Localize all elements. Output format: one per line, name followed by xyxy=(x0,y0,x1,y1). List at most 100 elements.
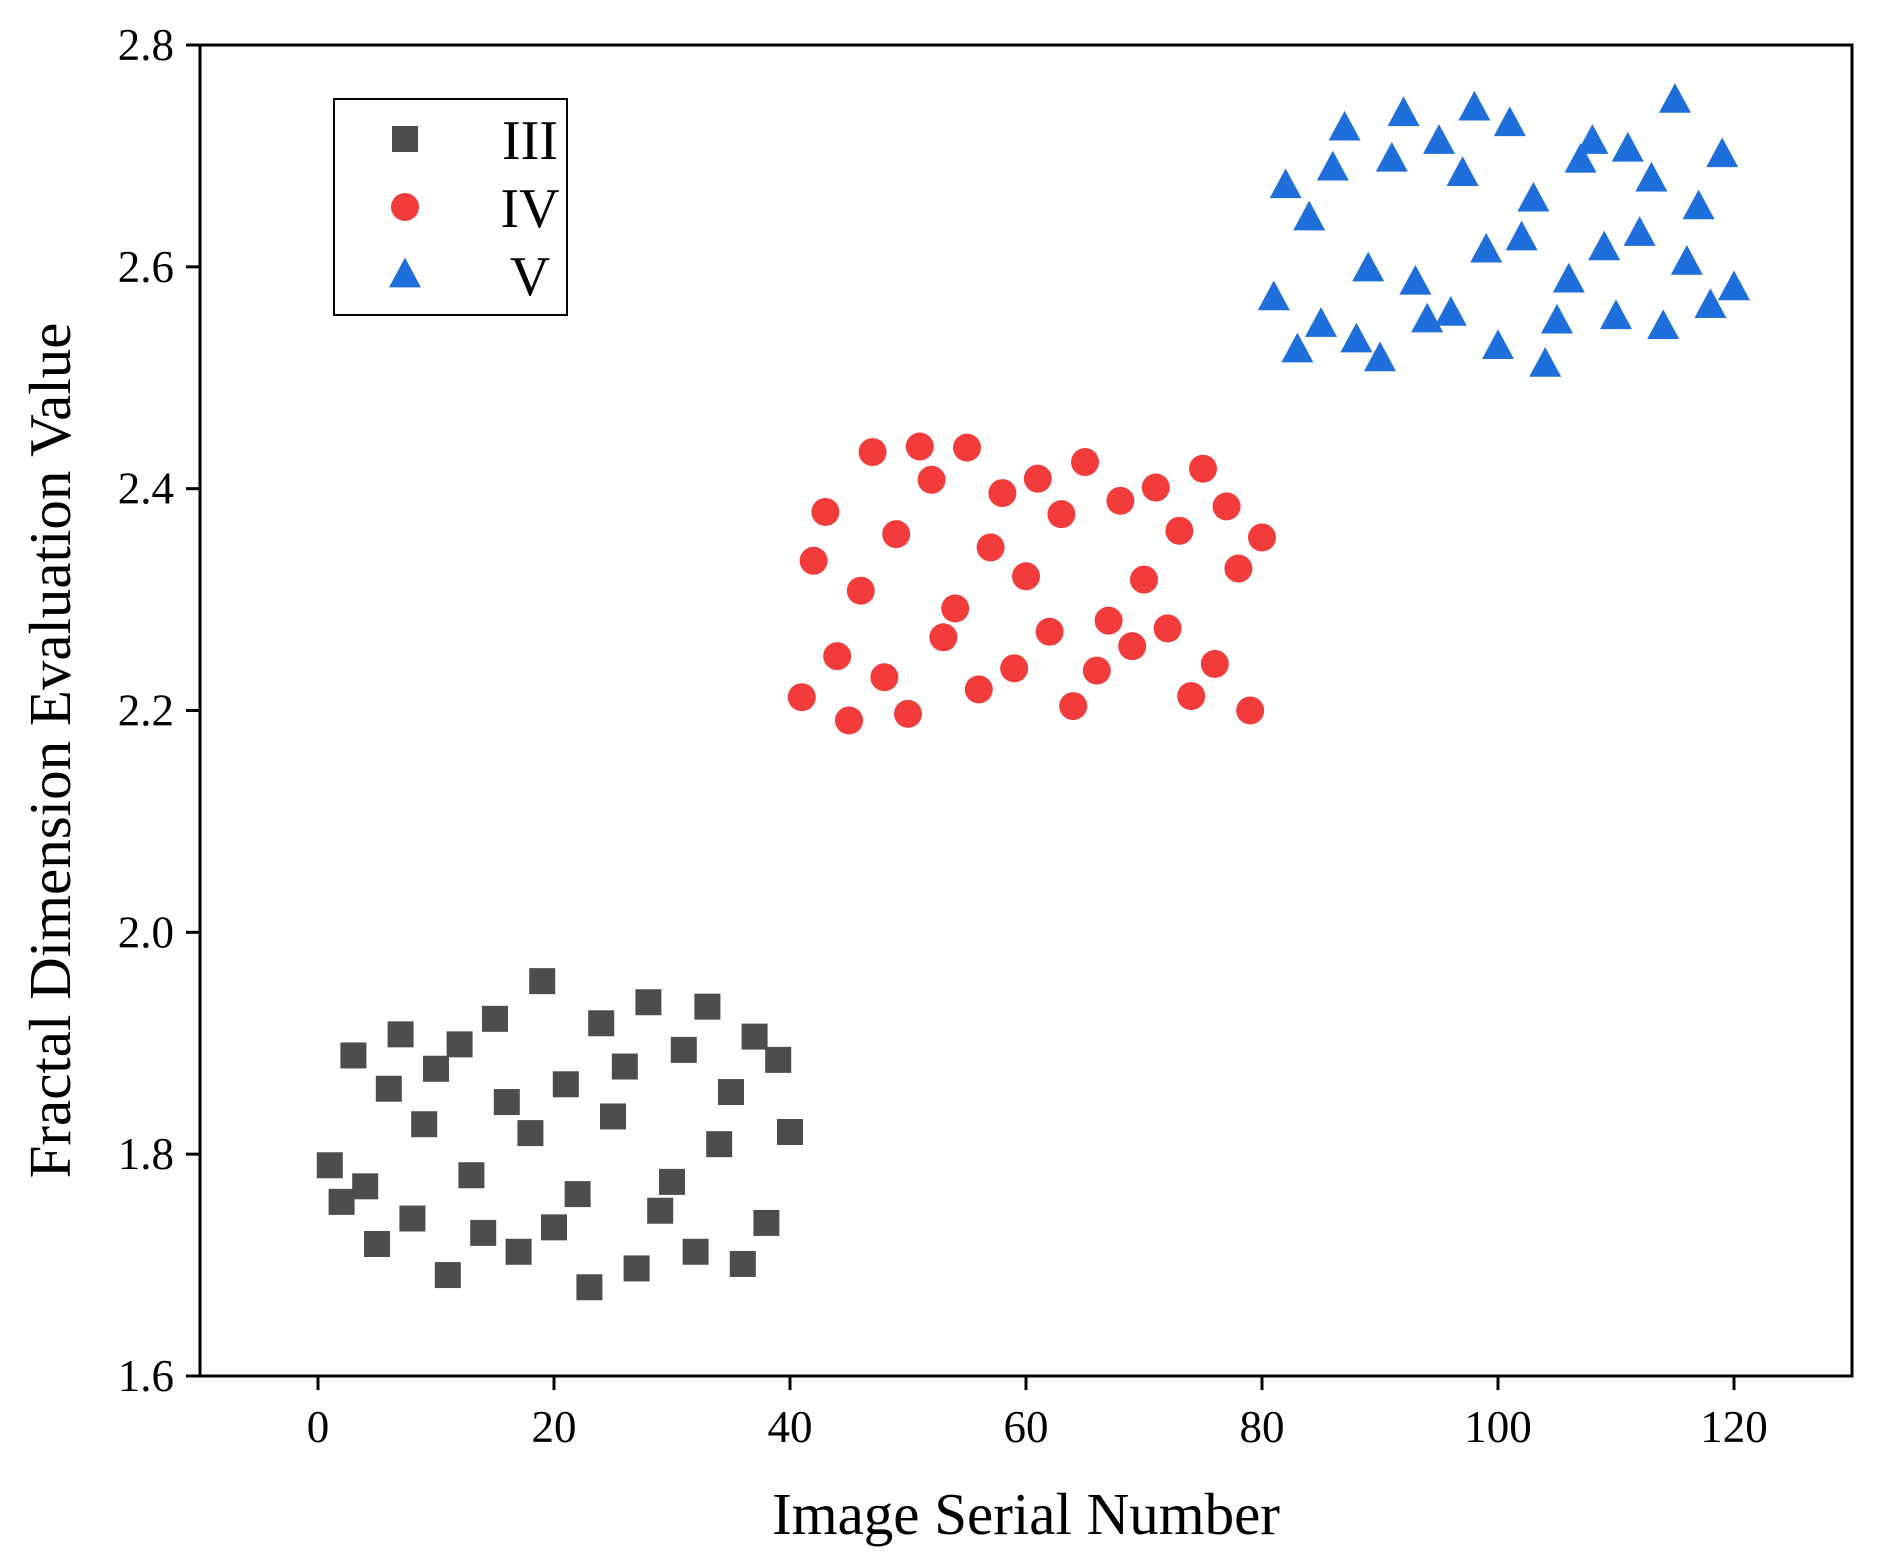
legend-marker xyxy=(392,126,418,152)
data-point xyxy=(1659,83,1691,113)
data-point xyxy=(446,1031,473,1058)
data-point xyxy=(1328,110,1361,141)
data-point xyxy=(1564,142,1597,173)
data-point xyxy=(706,1131,733,1158)
y-tick-label: 2.8 xyxy=(118,20,174,70)
data-point xyxy=(1493,106,1526,137)
data-point xyxy=(1399,265,1432,295)
data-point xyxy=(316,1152,343,1179)
data-point xyxy=(1000,654,1029,683)
data-point xyxy=(1094,606,1123,635)
data-point xyxy=(1588,230,1621,261)
data-point xyxy=(1106,486,1135,515)
x-tick-label: 80 xyxy=(1240,1402,1285,1452)
data-point xyxy=(894,699,922,728)
data-point xyxy=(858,438,887,467)
data-point xyxy=(1200,649,1229,678)
series-IV xyxy=(787,432,1276,735)
legend-marker xyxy=(391,193,419,221)
data-point xyxy=(505,1238,532,1265)
data-point xyxy=(552,1071,579,1098)
y-tick-label: 2.6 xyxy=(118,242,174,292)
x-tick-label: 40 xyxy=(768,1402,813,1452)
data-point xyxy=(1212,492,1241,521)
data-point xyxy=(1600,299,1632,330)
data-point xyxy=(1305,307,1337,337)
x-tick-label: 0 xyxy=(307,1402,330,1452)
data-point xyxy=(799,546,828,575)
data-point xyxy=(1059,692,1088,721)
data-point xyxy=(811,497,840,526)
data-point xyxy=(1446,156,1479,186)
legend-label: III xyxy=(502,110,558,172)
data-point xyxy=(1257,280,1290,311)
data-point xyxy=(1047,500,1076,529)
series-III xyxy=(316,968,803,1301)
data-point xyxy=(1529,347,1562,377)
data-point xyxy=(482,1005,508,1032)
data-point xyxy=(1387,96,1420,127)
data-point xyxy=(729,1250,756,1277)
data-point xyxy=(517,1120,544,1147)
data-point xyxy=(941,594,970,623)
data-point xyxy=(328,1188,355,1215)
data-point xyxy=(1375,141,1408,172)
data-point xyxy=(576,1274,603,1301)
data-point xyxy=(375,1075,402,1102)
data-point xyxy=(434,1262,461,1289)
y-tick-label: 1.6 xyxy=(118,1351,174,1401)
data-point xyxy=(1352,251,1385,282)
data-point xyxy=(1130,565,1158,594)
data-point xyxy=(823,642,852,671)
data-point xyxy=(765,1046,792,1073)
legend-marker xyxy=(389,257,421,288)
data-point xyxy=(1635,161,1668,192)
data-point xyxy=(399,1205,426,1232)
data-point xyxy=(659,1168,685,1195)
data-point xyxy=(1071,448,1099,477)
data-point xyxy=(682,1238,709,1265)
data-point xyxy=(882,520,911,549)
data-point xyxy=(1517,181,1550,212)
data-point xyxy=(647,1197,674,1224)
data-point xyxy=(1682,189,1715,220)
data-point xyxy=(1224,554,1253,583)
data-point xyxy=(623,1255,650,1282)
data-point xyxy=(1706,137,1739,168)
data-point xyxy=(1647,309,1680,340)
data-point xyxy=(1552,262,1585,293)
data-point xyxy=(835,706,863,735)
y-axis-ticks: 1.6 1.8 2.0 2.2 2.4 2.6 2.8 xyxy=(118,20,200,1401)
data-point xyxy=(1541,303,1573,334)
data-point xyxy=(929,623,958,652)
data-point xyxy=(846,576,875,605)
data-point xyxy=(1505,220,1538,251)
data-point xyxy=(1248,523,1276,552)
data-point xyxy=(1165,516,1194,545)
y-tick-label: 2.2 xyxy=(118,686,174,736)
data-point xyxy=(1082,656,1111,685)
data-point xyxy=(976,533,1005,562)
data-point xyxy=(588,1010,615,1037)
y-axis-title: Fractal Dimension Evaluation Value xyxy=(17,323,83,1179)
data-point xyxy=(423,1055,449,1082)
data-point xyxy=(1576,124,1609,154)
data-point xyxy=(905,432,934,461)
data-point xyxy=(1470,232,1503,263)
data-point xyxy=(917,465,946,494)
data-point xyxy=(352,1173,379,1200)
data-point xyxy=(1035,617,1064,646)
x-axis-ticks: 0 20 40 60 80 100 120 xyxy=(307,1376,1768,1452)
data-point xyxy=(1118,632,1147,661)
data-point xyxy=(953,433,981,462)
data-point xyxy=(777,1118,803,1145)
data-point xyxy=(753,1209,780,1236)
data-point xyxy=(493,1089,520,1116)
y-tick-label: 2.4 xyxy=(118,464,174,514)
data-point xyxy=(470,1219,497,1246)
data-point xyxy=(1482,329,1514,360)
data-point xyxy=(1694,288,1727,318)
data-point xyxy=(718,1079,744,1106)
data-point xyxy=(458,1162,485,1189)
